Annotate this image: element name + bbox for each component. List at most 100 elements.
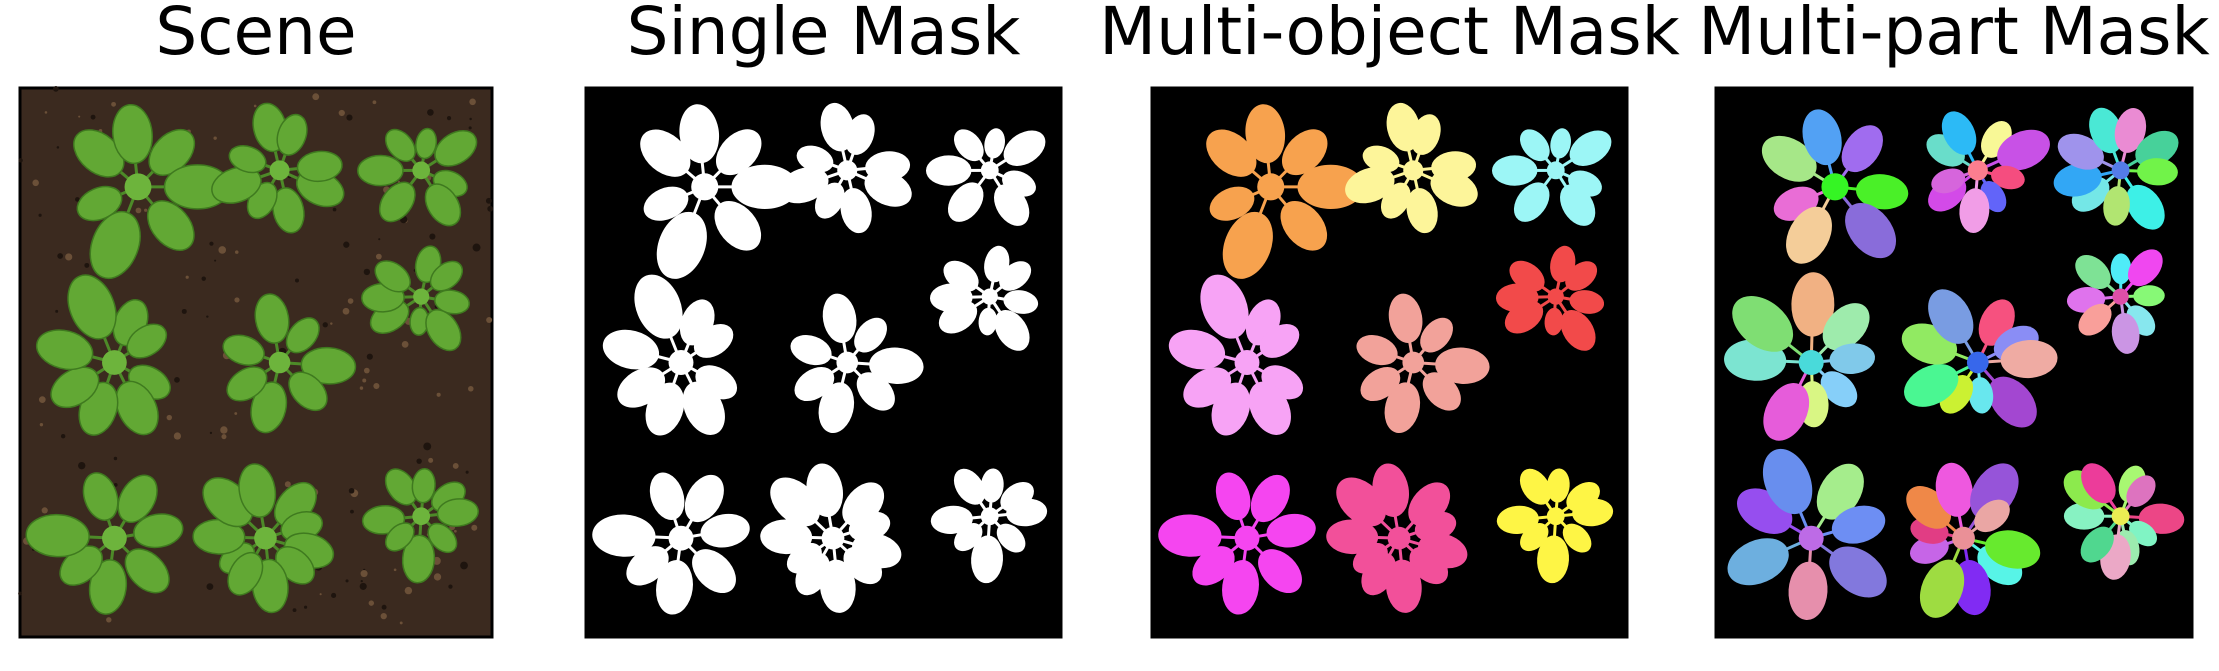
leaf [714, 200, 762, 251]
leaf [401, 534, 436, 584]
leaf [1816, 463, 1864, 520]
leaf [1158, 514, 1222, 557]
leaf [592, 514, 656, 557]
leaf [1356, 335, 1398, 366]
plant-center [1402, 351, 1425, 374]
leaf [794, 367, 835, 402]
leaf [1985, 530, 2041, 569]
leaf [378, 181, 416, 223]
plant-center [668, 525, 694, 551]
leaf [1422, 372, 1461, 411]
soil-speck [75, 197, 80, 202]
plant [640, 104, 798, 279]
leaf [731, 164, 798, 210]
leaf [1959, 188, 1990, 233]
plant [1326, 463, 1468, 613]
leaf [1845, 203, 1897, 259]
plant [1345, 102, 1478, 234]
leaf [1183, 367, 1232, 408]
soil-speck [38, 213, 42, 217]
plant [1926, 111, 2050, 233]
leaf [1519, 468, 1552, 505]
leaf [1215, 472, 1251, 521]
plant-center [837, 160, 858, 181]
plant [192, 463, 335, 614]
leaf [2078, 303, 2112, 336]
plant [1168, 274, 1304, 436]
leaf [2075, 254, 2111, 290]
soil-speck [375, 253, 382, 260]
plant-center [1403, 160, 1424, 181]
leaf [617, 367, 666, 408]
leaf [415, 127, 438, 160]
leaf [1565, 261, 1598, 291]
soil-speck [41, 507, 48, 514]
leaf [285, 317, 320, 354]
leaf [684, 474, 724, 523]
leaf [1206, 129, 1257, 177]
soil-speck [372, 100, 377, 105]
soil-speck [350, 509, 354, 514]
soil-speck [373, 382, 380, 390]
leaf [1345, 167, 1395, 204]
leaf [288, 371, 328, 412]
plant [1761, 109, 1909, 264]
leaf [1727, 538, 1789, 586]
panel-title: Multi-part Mask [1698, 0, 2210, 70]
plant [2063, 463, 2185, 580]
soil-speck [347, 298, 354, 304]
leaf [2110, 253, 2132, 285]
soil-speck [39, 423, 44, 427]
leaf [1200, 274, 1249, 339]
leaf [250, 381, 288, 434]
soil-speck [359, 386, 364, 390]
plant-center [980, 507, 999, 526]
plant [1724, 272, 1876, 441]
leaf [656, 211, 707, 279]
plant [760, 463, 902, 613]
leaf [148, 128, 196, 176]
plant-center [124, 173, 152, 201]
leaf [1519, 129, 1550, 162]
soil-speck [363, 268, 371, 276]
soil-speck [343, 241, 350, 248]
plant-center [268, 351, 291, 374]
leaf [1222, 559, 1259, 615]
soil-speck [399, 621, 403, 625]
soil-speck [201, 276, 206, 281]
leaf [67, 274, 117, 340]
leaf [1410, 114, 1441, 155]
leaf [2114, 108, 2147, 153]
leaf [925, 155, 972, 186]
leaf [1297, 164, 1364, 210]
leaf [1550, 128, 1571, 159]
soil-speck [401, 340, 409, 348]
leaf [1280, 200, 1328, 251]
soil-speck [38, 396, 46, 403]
leaf [869, 347, 924, 384]
leaf [1822, 303, 1870, 351]
leaf [1420, 317, 1453, 353]
leaf [700, 513, 750, 548]
soil-speck [469, 117, 472, 121]
leaf [2127, 249, 2163, 287]
leaf [1762, 448, 1813, 515]
soil-speck [166, 414, 173, 421]
leaf [115, 380, 159, 436]
leaf [1829, 343, 1876, 375]
soil-speck [429, 233, 436, 240]
plant-center [836, 351, 859, 374]
leaf [1258, 549, 1302, 594]
soil-speck [332, 207, 337, 212]
leaf [947, 182, 984, 222]
soil-speck [338, 109, 345, 117]
soil-speck [60, 433, 66, 439]
soil-speck [427, 109, 434, 116]
leaf [1513, 182, 1550, 222]
leaf [1560, 309, 1596, 351]
leaf [2080, 526, 2114, 563]
panel-image [18, 86, 494, 639]
leaf [1562, 523, 1592, 553]
leaf [146, 200, 195, 251]
leaf [1988, 376, 2037, 428]
